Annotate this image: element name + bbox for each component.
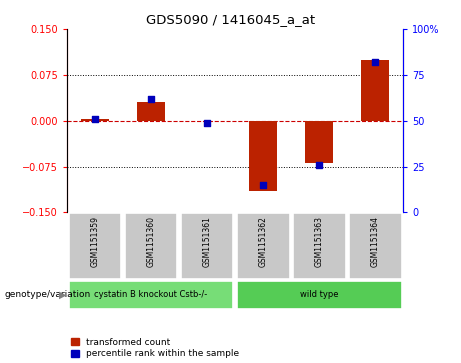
- Text: GSM1151360: GSM1151360: [147, 216, 155, 267]
- Bar: [81, 119, 109, 121]
- Point: [147, 96, 154, 102]
- Legend: transformed count, percentile rank within the sample: transformed count, percentile rank withi…: [71, 338, 239, 359]
- Text: GSM1151363: GSM1151363: [315, 216, 324, 267]
- Text: genotype/variation: genotype/variation: [5, 290, 91, 299]
- Bar: [249, 121, 277, 191]
- Point: [91, 116, 99, 122]
- Bar: [69, 213, 121, 279]
- Point: [372, 59, 379, 65]
- Text: GSM1151359: GSM1151359: [90, 216, 100, 267]
- Bar: [305, 121, 333, 163]
- Text: GSM1151364: GSM1151364: [371, 216, 380, 267]
- Text: ▶: ▶: [59, 290, 66, 300]
- Bar: [137, 102, 165, 121]
- Text: GDS5090 / 1416045_a_at: GDS5090 / 1416045_a_at: [146, 13, 315, 26]
- Point: [315, 162, 323, 168]
- Text: GSM1151361: GSM1151361: [202, 216, 212, 266]
- Bar: [181, 213, 233, 279]
- Text: GSM1151362: GSM1151362: [259, 216, 268, 266]
- Bar: [124, 213, 177, 279]
- Bar: [349, 213, 402, 279]
- Text: wild type: wild type: [300, 290, 338, 299]
- Bar: [69, 281, 233, 309]
- Point: [260, 182, 267, 188]
- Bar: [237, 213, 290, 279]
- Bar: [293, 213, 346, 279]
- Text: cystatin B knockout Cstb-/-: cystatin B knockout Cstb-/-: [95, 290, 207, 299]
- Bar: [361, 60, 390, 121]
- Bar: [237, 281, 402, 309]
- Point: [203, 120, 211, 126]
